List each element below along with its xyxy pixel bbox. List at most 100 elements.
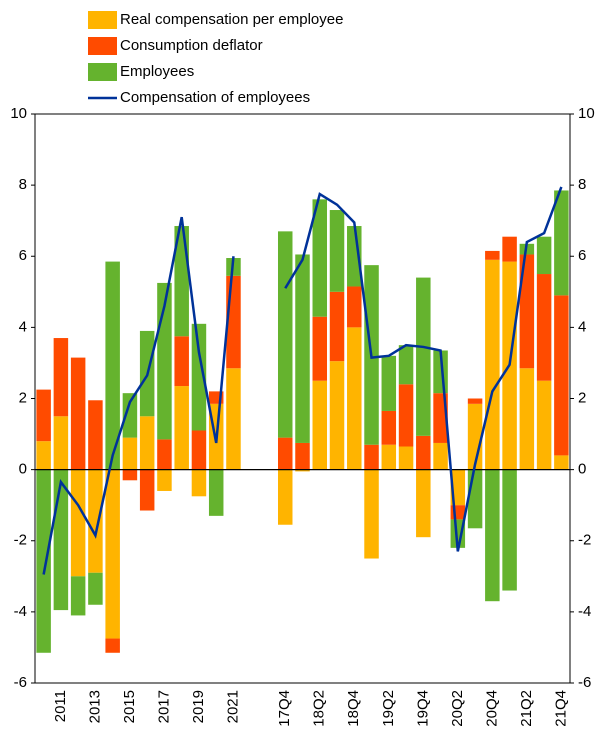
y2-tick-label: 6 — [578, 247, 586, 264]
bar-segment — [53, 416, 69, 470]
y2-tick-label: -2 — [578, 532, 591, 549]
x-tick-label: 17Q4 — [276, 690, 293, 727]
bar-segment — [467, 469, 483, 529]
bar-segment — [398, 384, 414, 447]
bar-segment — [364, 469, 379, 559]
bar-segment — [53, 338, 69, 417]
x-tick-label: 18Q4 — [345, 690, 362, 727]
bar-segment — [139, 469, 155, 511]
bar-segment — [277, 469, 293, 525]
x-tick-label: 20Q4 — [483, 690, 500, 727]
bar-segment — [312, 199, 328, 317]
x-tick-label: 20Q2 — [449, 690, 466, 727]
bar-segment — [416, 469, 431, 538]
x-tick-label: 2013 — [86, 690, 103, 723]
bar-segment — [122, 437, 138, 470]
bar-segment — [277, 437, 293, 470]
bar-segment — [36, 441, 51, 470]
x-tick-label: 18Q2 — [311, 690, 328, 727]
bar-segment — [502, 236, 517, 262]
bar-segment — [485, 250, 500, 260]
bar-segment — [312, 316, 328, 381]
bar-segment — [329, 361, 345, 470]
bar-segment — [536, 380, 552, 470]
legend-swatch — [88, 37, 117, 55]
bar-segment — [105, 638, 120, 653]
x-tick-label: 2019 — [190, 690, 207, 723]
bar-segment — [347, 327, 362, 470]
bar-segment — [88, 572, 103, 605]
bar-segment — [554, 190, 569, 296]
bar-segment — [295, 254, 310, 443]
bar-segment — [381, 355, 397, 411]
bar-segment — [416, 435, 431, 470]
bar-segment — [70, 576, 86, 616]
x-tick-label: 19Q2 — [380, 690, 397, 727]
bar-segment — [88, 400, 103, 470]
x-tick-label: 2021 — [224, 690, 241, 723]
bar-segment — [485, 469, 500, 602]
bar-segment — [295, 469, 310, 472]
y2-tick-label: 10 — [578, 105, 595, 122]
bar-segment — [36, 389, 51, 442]
bar-segment — [381, 444, 397, 470]
bar-segment — [157, 469, 172, 491]
bar-segment — [554, 295, 569, 456]
x-tick-label: 2011 — [52, 690, 69, 722]
bar-segment — [416, 277, 431, 436]
bar-segment — [139, 416, 155, 470]
x-tick-label: 2015 — [121, 690, 138, 723]
y-tick-label: 6 — [19, 247, 27, 264]
bar-segment — [191, 430, 207, 470]
bar-segment — [312, 380, 328, 470]
bar-segment — [174, 386, 189, 470]
line-series — [42, 216, 235, 575]
bar-segment — [433, 442, 448, 470]
legend-label: Employees — [120, 63, 194, 80]
legend-swatch — [88, 63, 117, 81]
bar-segment — [398, 345, 414, 385]
bar-segment — [502, 469, 517, 591]
y2-tick-label: 8 — [578, 176, 586, 193]
legend-label: Compensation of employees — [120, 89, 310, 106]
bar-segment — [208, 469, 224, 516]
bar-segment — [329, 210, 345, 292]
bar-segment — [70, 469, 86, 577]
bar-segment — [226, 368, 241, 470]
y-tick-label: 4 — [19, 318, 27, 335]
bar-segment — [519, 254, 535, 369]
bar-segment — [88, 469, 103, 573]
x-tick-label: 21Q2 — [518, 690, 535, 727]
bar-segment — [122, 393, 138, 438]
y2-tick-label: 0 — [578, 461, 586, 478]
bar-segment — [536, 236, 552, 275]
bar-segment — [174, 336, 189, 387]
bar-segment — [191, 323, 207, 431]
y2-tick-label: -4 — [578, 603, 591, 620]
bar-segment — [485, 259, 500, 470]
y-tick-label: -4 — [14, 603, 27, 620]
line-series — [284, 186, 563, 552]
legend-swatch — [88, 11, 117, 29]
legend-label: Consumption deflator — [120, 37, 263, 54]
bar-segment — [105, 469, 120, 639]
bar-segment — [277, 231, 293, 438]
legend-label: Real compensation per employee — [120, 11, 343, 28]
x-tick-label: 2017 — [155, 690, 172, 723]
bar-segment — [467, 398, 483, 404]
bar-segment — [450, 505, 466, 520]
bar-segment — [295, 442, 310, 470]
bar-segment — [36, 469, 51, 653]
bar-segment — [364, 444, 379, 470]
x-tick-label: 19Q4 — [414, 690, 431, 727]
bar-segment — [450, 519, 466, 548]
bar-segment — [70, 357, 86, 470]
y-tick-label: 10 — [10, 105, 27, 122]
bar-segment — [554, 455, 569, 470]
bar-segment — [191, 469, 207, 497]
bar-segment — [536, 274, 552, 381]
y-tick-label: -6 — [14, 674, 27, 691]
bar-segment — [381, 410, 397, 445]
bar-segment — [519, 368, 535, 470]
